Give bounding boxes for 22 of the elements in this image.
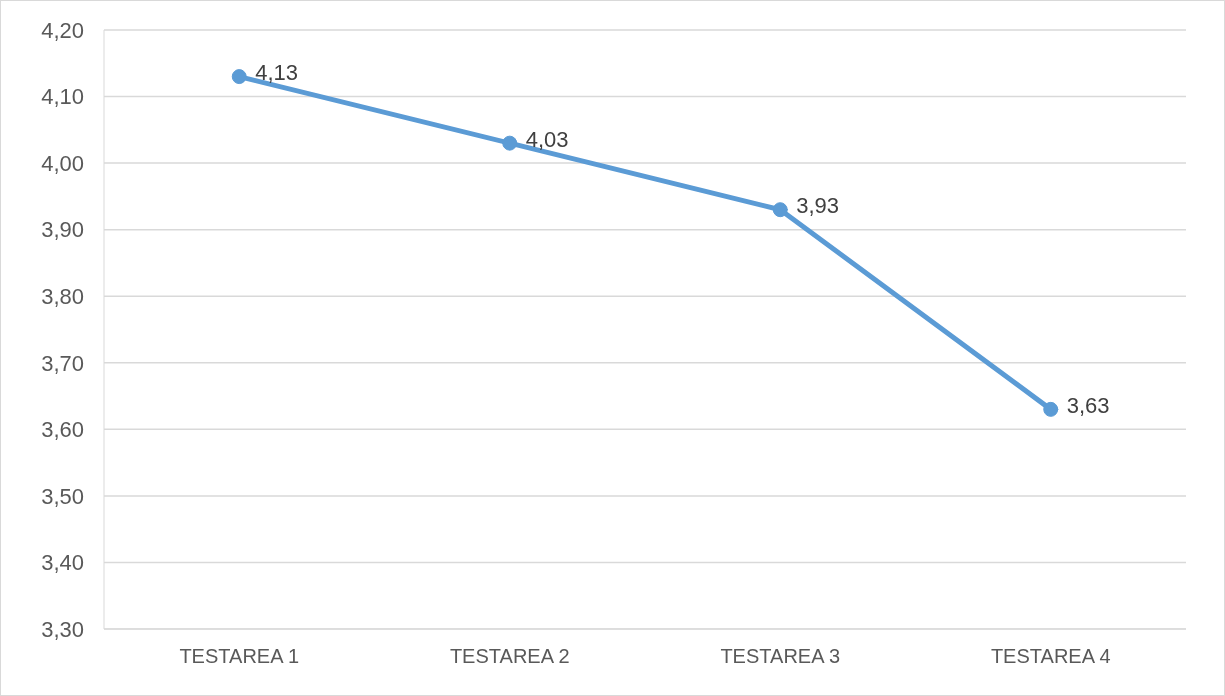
- point: [502, 135, 518, 151]
- y-tick-label: 3,40: [41, 550, 84, 576]
- data-label: 4,13: [255, 60, 299, 86]
- y-tick-label: 3,50: [41, 483, 84, 509]
- x-tick-label: TESTAREA 2: [449, 645, 570, 668]
- y-tick-label: 3,90: [41, 217, 84, 243]
- data-label: 3,63: [1066, 393, 1110, 419]
- x-tick-label: TESTAREA 4: [990, 645, 1111, 668]
- y-tick-label: 3,30: [41, 616, 84, 642]
- y-tick-label: 3,70: [41, 350, 84, 376]
- y-tick-label: 4,10: [41, 84, 84, 110]
- y-tick-label: 4,20: [41, 17, 84, 43]
- x-tick-label: TESTAREA 1: [179, 645, 300, 668]
- y-tick-label: 3,60: [41, 417, 84, 443]
- point: [1043, 401, 1059, 417]
- y-tick-label: 4,00: [41, 150, 84, 176]
- point: [231, 69, 247, 85]
- data-label: 4,03: [525, 126, 569, 152]
- y-tick-label: 3,80: [41, 284, 84, 310]
- data-label: 3,93: [796, 193, 840, 219]
- point: [772, 202, 788, 218]
- x-tick-label: TESTAREA 3: [720, 645, 841, 668]
